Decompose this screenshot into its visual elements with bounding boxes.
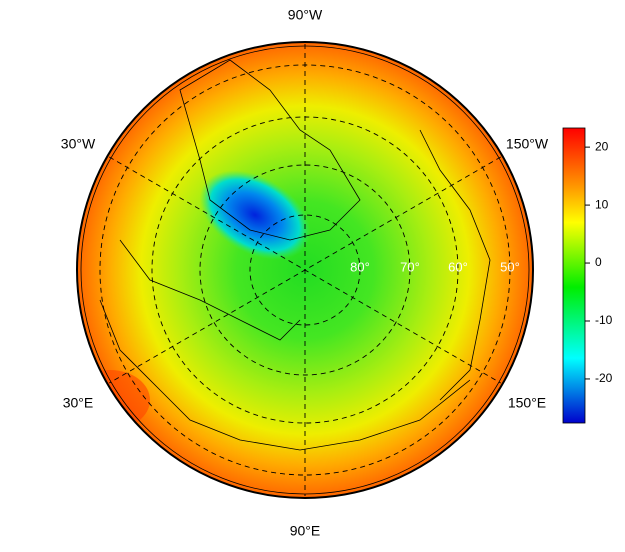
- latitude-label: 50°: [500, 259, 520, 274]
- longitude-label: 90°W: [288, 7, 323, 23]
- longitude-label: 150°W: [506, 136, 549, 152]
- latitude-label: 70°: [400, 259, 420, 274]
- colorbar-tick-label: -20: [595, 371, 613, 385]
- colorbar-tick-label: 0: [595, 255, 602, 269]
- latitude-label: 60°: [448, 259, 468, 274]
- longitude-label: 90°E: [290, 523, 321, 539]
- colorbar-tick-label: 10: [595, 197, 609, 211]
- longitude-label: 30°E: [63, 395, 94, 411]
- coastlines: [99, 59, 491, 451]
- latitude-label: 80°: [350, 259, 370, 274]
- longitude-label: 150°E: [508, 395, 546, 411]
- colorbar-tick-label: -10: [595, 313, 613, 327]
- map-border: [76, 41, 534, 499]
- colorbar-tick-label: 20: [595, 139, 609, 153]
- latitude-circle: [249, 214, 361, 326]
- latitude-circle: [199, 164, 411, 376]
- colorbar: [562, 127, 586, 424]
- graticule: [99, 44, 511, 496]
- longitude-label: 30°W: [61, 136, 96, 152]
- meridian: [109, 156, 501, 384]
